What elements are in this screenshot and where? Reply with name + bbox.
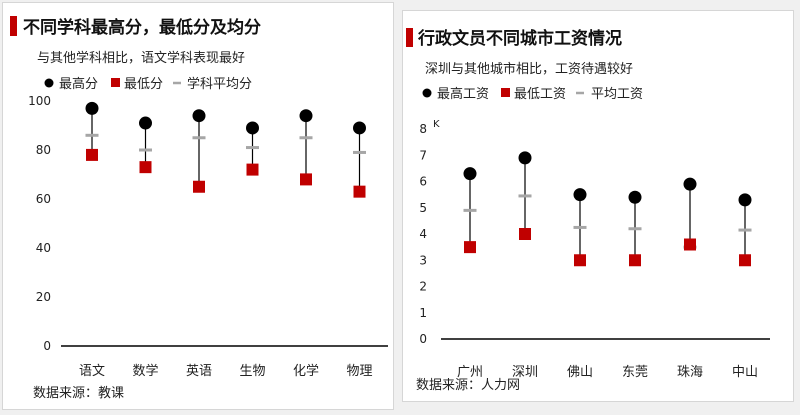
legend-min-marker <box>501 88 510 97</box>
y-tick-label: 100 <box>28 94 51 108</box>
min-marker <box>300 173 312 186</box>
chart-salary-svg: 行政文员不同城市工资情况 深圳与其他城市相比，工资待遇较好 最高工资 最低工资 … <box>406 28 770 393</box>
y-tick-label: 7 <box>419 148 427 162</box>
legend-min-marker <box>111 78 120 87</box>
chart-subjects-svg: 不同学科最高分，最低分及均分 与其他学科相比，语文学科表现最好 最高分 最低分 … <box>10 16 388 401</box>
x-category-label: 珠海 <box>677 365 703 380</box>
y-tick-label: 6 <box>419 175 427 189</box>
y-tick-label: 4 <box>419 227 427 241</box>
min-marker <box>86 148 98 161</box>
x-category-label: 中山 <box>732 365 758 380</box>
min-marker <box>629 254 641 267</box>
max-marker <box>85 101 99 115</box>
max-marker <box>299 109 313 123</box>
max-marker <box>683 177 697 191</box>
y-tick-label: 8 <box>419 122 427 136</box>
x-category-label: 广州 <box>457 365 483 380</box>
source-note: 数据来源：人力网 <box>416 378 520 393</box>
min-marker <box>353 185 366 198</box>
title-accent <box>406 28 413 47</box>
min-marker <box>193 180 205 193</box>
min-marker <box>246 163 259 176</box>
max-marker <box>628 190 642 204</box>
legend-min-label: 最低分 <box>124 77 163 92</box>
legend-max-label: 最高工资 <box>437 86 489 102</box>
x-category-label: 深圳 <box>512 365 538 380</box>
chart-panel-salary: 行政文员不同城市工资情况 深圳与其他城市相比，工资待遇较好 最高工资 最低工资 … <box>402 10 794 402</box>
x-category-label: 语文 <box>79 364 105 379</box>
plot-area <box>85 101 366 198</box>
max-marker <box>139 116 152 130</box>
y-tick-label: 1 <box>419 306 427 320</box>
x-category-label: 东莞 <box>622 365 648 380</box>
min-marker <box>139 161 152 174</box>
legend-min-label: 最低工资 <box>514 87 566 102</box>
legend-max-label: 最高分 <box>59 76 98 92</box>
legend-avg-label: 学科平均分 <box>187 76 252 92</box>
y-axis-unit: K <box>433 119 440 130</box>
x-category-label: 数学 <box>132 363 158 379</box>
chart-title: 行政文员不同城市工资情况 <box>417 28 622 49</box>
max-marker <box>738 193 752 207</box>
chart-title: 不同学科最高分，最低分及均分 <box>23 17 261 38</box>
min-marker <box>519 228 531 240</box>
max-marker <box>246 121 259 135</box>
min-marker <box>574 254 586 267</box>
y-tick-label: 20 <box>36 290 51 304</box>
min-marker <box>464 241 476 254</box>
legend-max-marker <box>422 88 432 98</box>
chart-subtitle: 深圳与其他城市相比，工资待遇较好 <box>425 61 633 77</box>
max-marker <box>518 151 532 165</box>
title-accent <box>10 16 17 36</box>
max-marker <box>463 167 477 181</box>
x-axis-categories: 语文 数学 英语 生物 化学 物理 <box>79 363 373 379</box>
x-category-label: 生物 <box>239 364 265 379</box>
x-category-label: 化学 <box>293 363 319 379</box>
y-tick-label: 5 <box>419 201 427 215</box>
y-tick-label: 0 <box>419 332 427 346</box>
max-marker <box>192 109 206 123</box>
legend: 最高工资 最低工资 平均工资 <box>422 86 643 102</box>
legend-max-marker <box>44 78 54 88</box>
y-tick-label: 0 <box>43 339 51 353</box>
max-marker <box>353 121 366 135</box>
min-marker <box>684 238 696 251</box>
min-marker <box>739 254 751 267</box>
y-tick-label: 3 <box>419 253 427 267</box>
y-tick-label: 80 <box>36 143 51 157</box>
source-note: 数据来源：教课 <box>33 385 124 401</box>
y-tick-label: 2 <box>419 280 427 294</box>
y-axis-ticks: 0 20 40 60 80 100 <box>28 94 51 353</box>
legend-avg-label: 平均工资 <box>591 87 643 102</box>
chart-panel-subjects: 不同学科最高分，最低分及均分 与其他学科相比，语文学科表现最好 最高分 最低分 … <box>2 2 394 410</box>
y-tick-label: 60 <box>36 192 51 206</box>
y-axis-ticks: 0 1 2 3 4 5 6 7 8 <box>419 122 427 346</box>
y-tick-label: 40 <box>36 241 51 255</box>
x-category-label: 英语 <box>186 364 212 379</box>
max-marker <box>573 188 587 202</box>
x-category-label: 佛山 <box>567 365 593 380</box>
plot-area <box>463 151 752 267</box>
chart-subtitle: 与其他学科相比，语文学科表现最好 <box>37 50 245 66</box>
legend: 最高分 最低分 学科平均分 <box>44 76 252 92</box>
x-category-label: 物理 <box>346 364 372 379</box>
x-axis-categories: 广州 深圳 佛山 东莞 珠海 中山 <box>457 365 758 380</box>
